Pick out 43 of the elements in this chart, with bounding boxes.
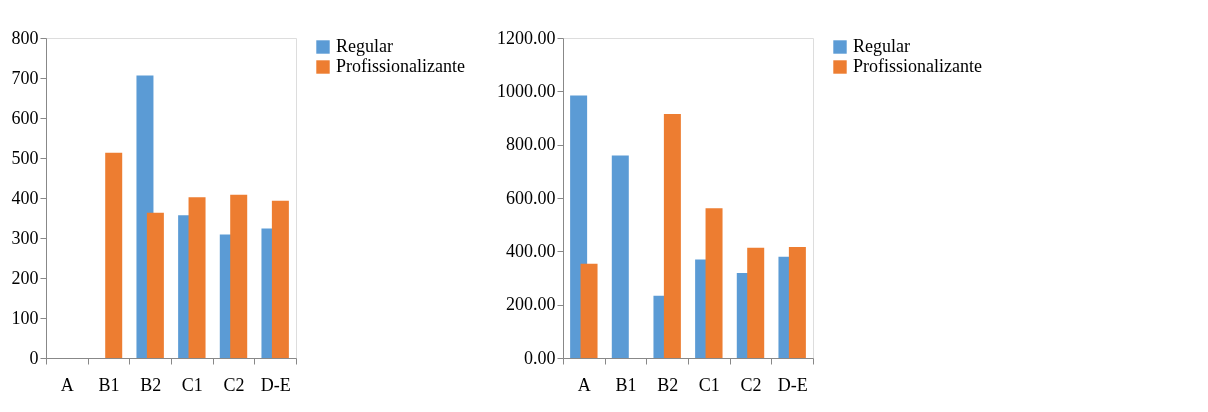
y-tick-label: 0 <box>29 347 39 368</box>
y-tick-label: 100 <box>11 307 39 328</box>
x-tick-label: B2 <box>657 374 679 395</box>
bar <box>188 197 206 358</box>
x-tick-label: A <box>60 374 74 395</box>
y-tick-label: 800 <box>11 27 39 48</box>
x-tick-label: B1 <box>615 374 637 395</box>
x-tick-label: C2 <box>740 374 762 395</box>
x-tick-label: D-E <box>777 374 808 395</box>
x-tick-label: A <box>577 374 591 395</box>
legend-label: Profissionalizante <box>853 56 982 76</box>
y-tick-label: 600.00 <box>506 187 556 208</box>
x-tick-label: C2 <box>223 374 245 395</box>
y-tick-label: 400.00 <box>506 240 556 261</box>
legend-label: Regular <box>336 36 393 56</box>
x-tick-label: B1 <box>98 374 120 395</box>
y-tick-label: 800.00 <box>506 134 556 155</box>
bar <box>580 263 598 358</box>
bar <box>788 247 806 358</box>
bar <box>705 208 723 358</box>
bar <box>230 194 248 358</box>
y-tick-label: 200.00 <box>506 294 556 315</box>
y-tick-label: 200 <box>11 267 39 288</box>
legend-label: Profissionalizante <box>336 56 465 76</box>
x-tick-label: C1 <box>698 374 720 395</box>
y-tick-label: 500 <box>11 147 39 168</box>
bar <box>146 212 164 358</box>
y-tick-label: 400 <box>11 187 39 208</box>
x-tick-label: D-E <box>260 374 291 395</box>
y-tick-label: 1000.00 <box>497 80 556 101</box>
y-tick-label: 300 <box>11 227 39 248</box>
y-tick-label: 0.00 <box>524 347 556 368</box>
y-tick-label: 600 <box>11 107 39 128</box>
legend-label: Regular <box>853 36 910 56</box>
x-tick-label: C1 <box>181 374 203 395</box>
bar <box>271 200 289 358</box>
bar <box>105 152 123 358</box>
bar <box>663 114 681 358</box>
y-tick-label: 1200.00 <box>497 27 556 48</box>
x-tick-label: B2 <box>140 374 162 395</box>
bar <box>747 247 765 358</box>
y-tick-label: 700 <box>11 67 39 88</box>
bar <box>611 155 629 358</box>
